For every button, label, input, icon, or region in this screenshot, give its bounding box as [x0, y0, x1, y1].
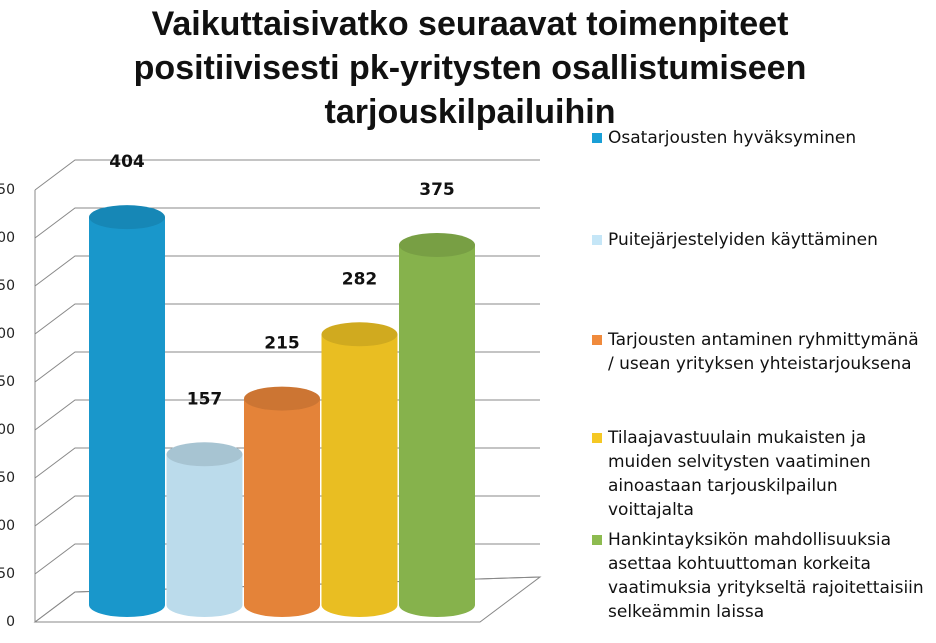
y-tick-label: 350	[0, 278, 15, 294]
cylinder	[89, 217, 165, 617]
legend-swatch	[592, 535, 602, 545]
cylinder-top	[166, 442, 243, 467]
value-label: 282	[342, 269, 378, 289]
chart-title: Vaikuttaisivatko seuraavat toimenpiteet …	[133, 5, 807, 131]
cylinder-top	[321, 322, 398, 347]
cylinder-top	[244, 386, 320, 411]
value-label: 215	[264, 334, 300, 354]
grid-line	[34, 159, 540, 191]
legend-label: Puitejärjestelyiden käyttäminen	[608, 230, 878, 250]
legend-label: Hankintayksikön mahdollisuuksia asettaa …	[608, 530, 924, 622]
legend-swatch	[592, 235, 602, 245]
y-tick-label: 300	[0, 326, 15, 342]
grid-line	[34, 303, 540, 335]
legend-item: Puitejärjestelyiden käyttäminen	[592, 228, 927, 252]
y-tick-label: 50	[0, 566, 15, 582]
cylinder	[399, 245, 475, 617]
legend-item: Tilaajavastuulain mukaisten ja muiden se…	[592, 426, 927, 522]
y-tick-label: 0	[6, 614, 15, 630]
y-tick-label: 250	[0, 374, 15, 390]
legend-swatch	[592, 433, 602, 443]
legend-label: Osatarjousten hyväksyminen	[608, 128, 857, 148]
legend-swatch	[592, 335, 602, 345]
y-tick-label: 450	[0, 182, 15, 198]
value-label: 404	[109, 152, 145, 172]
cylinder-top	[399, 233, 475, 257]
legend-item: Hankintayksikön mahdollisuuksia asettaa …	[592, 528, 927, 624]
y-tick-label: 400	[0, 230, 15, 246]
cylinder-top	[89, 205, 165, 230]
grid-line	[34, 207, 540, 239]
legend-item: Tarjousten antaminen ryhmittymänä / usea…	[592, 328, 927, 376]
cylinder	[321, 334, 398, 617]
grid-line	[34, 255, 540, 287]
legend-swatch	[592, 133, 602, 143]
value-label: 375	[419, 180, 455, 200]
cylinder	[166, 454, 243, 617]
y-tick-label: 150	[0, 470, 15, 486]
y-tick-label: 200	[0, 422, 15, 438]
cylinder	[244, 398, 320, 617]
legend-label: Tilaajavastuulain mukaisten ja muiden se…	[608, 428, 871, 520]
value-label: 157	[187, 389, 223, 409]
legend-item: Osatarjousten hyväksyminen	[592, 126, 927, 150]
y-tick-label: 100	[0, 518, 15, 534]
legend-label: Tarjousten antaminen ryhmittymänä / usea…	[608, 330, 919, 374]
